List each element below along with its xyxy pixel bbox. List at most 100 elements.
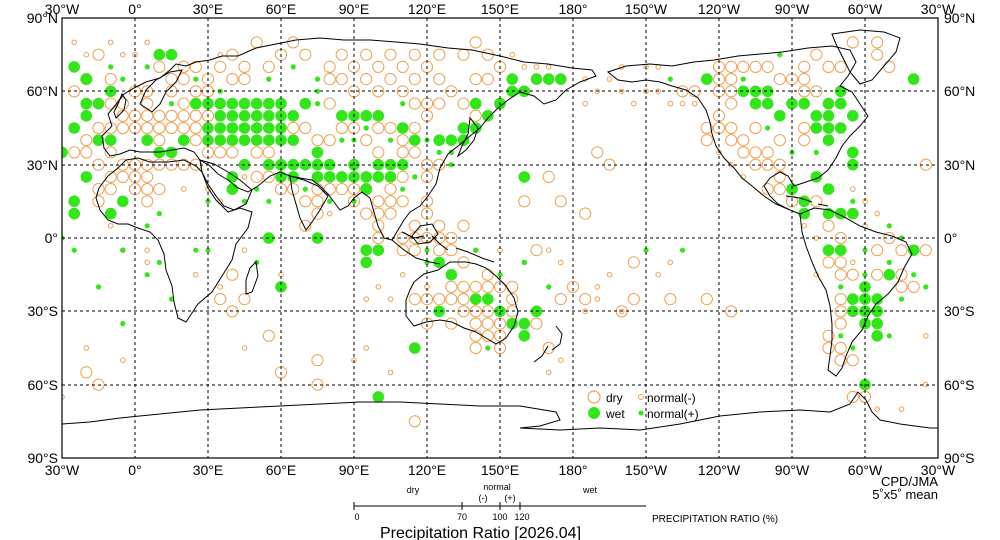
station-wet-marker [311, 232, 324, 244]
station-normal-minus-marker [594, 88, 601, 95]
station-normal-plus-marker [497, 272, 503, 278]
station-wet-marker [542, 73, 555, 85]
station-wet-marker [323, 171, 336, 183]
station-wet-marker [384, 158, 397, 171]
station-dry-marker [299, 219, 312, 232]
station-normal-plus-marker [923, 284, 929, 290]
station-normal-plus-marker [412, 174, 418, 180]
legend-dry-symbol [587, 390, 601, 404]
station-dry-marker [226, 73, 239, 86]
station-dry-marker [773, 73, 786, 86]
station-dry-marker [871, 268, 884, 281]
station-wet-marker [68, 61, 80, 73]
coast-australia [405, 261, 519, 345]
station-normal-plus-marker [290, 64, 296, 70]
station-dry-marker [554, 293, 567, 306]
station-dry-marker [372, 60, 385, 74]
station-normal-plus-marker [850, 198, 856, 204]
map-frame [61, 17, 939, 459]
station-wet-marker [250, 110, 263, 122]
coast-north-america [606, 45, 869, 215]
station-dry-marker [579, 293, 592, 306]
station-dry-marker [566, 280, 580, 293]
station-wet-marker [311, 171, 324, 183]
station-dry-marker [834, 268, 847, 281]
station-wet-marker [409, 134, 421, 146]
station-dry-marker [895, 268, 908, 281]
station-wet-marker [165, 146, 178, 159]
coast-scandinavia [139, 69, 183, 113]
lat-label: 30°N [27, 157, 58, 173]
legend-normal-plus-symbol [638, 410, 644, 416]
station-dry-marker [481, 280, 494, 293]
station-normal-plus-marker [521, 259, 527, 265]
station-wet-marker [701, 73, 713, 85]
station-dry-marker [165, 121, 178, 135]
station-dry-marker [384, 121, 397, 135]
station-dry-marker [311, 134, 324, 147]
scale-units-label: PRECIPITATION RATIO (%) [652, 514, 778, 525]
station-wet-marker [482, 110, 494, 122]
station-dry-marker [773, 183, 786, 196]
station-dry-marker [384, 73, 397, 86]
station-normal-minus-marker [521, 64, 528, 70]
station-wet-marker [372, 171, 385, 183]
resolution-label: 5˚x5˚ mean [872, 487, 938, 502]
station-normal-minus-marker [363, 296, 370, 302]
station-dry-marker [846, 390, 859, 403]
station-normal-plus-marker [765, 125, 771, 131]
station-wet-marker [311, 146, 324, 159]
station-wet-marker [226, 110, 239, 122]
station-dry-marker [396, 60, 409, 74]
station-wet-marker [214, 97, 226, 110]
station-wet-marker [238, 122, 251, 134]
station-dry-marker [627, 293, 640, 306]
station-dry-marker [372, 85, 385, 98]
station-wet-marker [299, 158, 312, 171]
lon-label: 30°W [45, 462, 80, 478]
station-dry-marker [627, 256, 640, 269]
station-dry-marker [335, 73, 348, 86]
station-dry-marker [737, 146, 750, 159]
station-dry-marker [250, 170, 263, 183]
station-normal-minus-marker [801, 223, 808, 229]
station-wet-marker [226, 97, 239, 110]
station-normal-plus-marker [254, 259, 260, 265]
station-dry-marker [761, 146, 774, 159]
station-normal-minus-marker [618, 88, 625, 95]
station-normal-minus-marker [545, 247, 552, 253]
station-dry-marker [189, 109, 202, 122]
coast-india [289, 175, 329, 231]
station-wet-marker [360, 171, 373, 183]
station-dry-marker [408, 48, 421, 61]
scale-tick-label: 100 [492, 512, 507, 522]
station-normal-minus-marker [241, 345, 248, 351]
station-wet-marker [226, 122, 239, 134]
station-wet-marker [165, 48, 178, 61]
lon-label: 180° [559, 1, 588, 17]
station-wet-marker [92, 97, 105, 110]
station-dry-marker [250, 36, 263, 49]
station-dry-marker [360, 48, 373, 61]
station-dry-marker [919, 244, 932, 257]
station-wet-marker [810, 171, 823, 183]
station-wet-marker [847, 158, 859, 171]
station-dry-marker [700, 293, 713, 306]
station-normal-plus-marker [546, 284, 552, 290]
station-dry-marker [116, 121, 129, 135]
station-dry-marker [725, 60, 738, 74]
station-dry-marker [834, 60, 847, 74]
station-normal-minus-marker [667, 259, 674, 266]
station-normal-plus-marker [400, 186, 406, 192]
station-dry-marker [871, 48, 884, 61]
lon-label: 150°W [625, 462, 668, 478]
station-normal-minus-marker [217, 284, 223, 290]
station-dry-marker [822, 341, 835, 355]
legend-normal-plus-label: normal(+) [647, 407, 699, 421]
station-dry-marker [177, 73, 190, 86]
station-normal-minus-marker [387, 369, 394, 376]
station-dry-marker [798, 85, 811, 98]
station-wet-marker [737, 85, 750, 98]
station-normal-minus-marker [606, 271, 613, 278]
station-wet-marker [372, 391, 385, 403]
